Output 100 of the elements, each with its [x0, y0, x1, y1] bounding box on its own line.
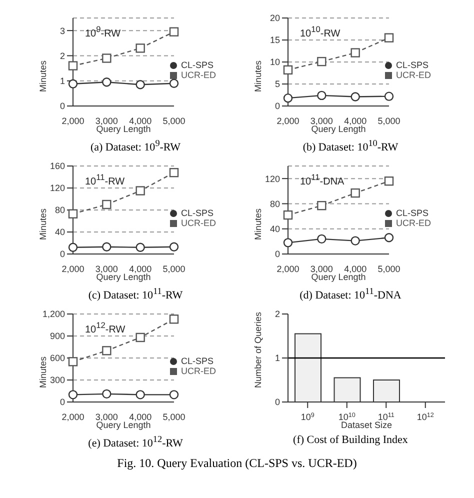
x-tick-label: 10$^{9}$	[300, 412, 315, 422]
y-tick-label: 40	[54, 227, 65, 238]
point	[169, 27, 179, 36]
point	[102, 346, 112, 356]
point	[384, 33, 394, 42]
y-tick-label: 5	[274, 79, 280, 90]
point	[384, 92, 394, 101]
x-tick-label: 3,000	[95, 116, 118, 126]
y-tick-label: 300	[50, 375, 65, 386]
x-tick-label: 5,000	[162, 264, 186, 274]
point	[102, 78, 112, 87]
y-axis-title: Minutes	[38, 208, 48, 240]
y-tick-label: 1	[60, 76, 65, 86]
x-tick-label: 2,000	[62, 264, 84, 274]
x-tick-label: 2,000	[276, 116, 300, 126]
x-tick-label: 5,000	[162, 116, 186, 126]
point	[283, 65, 293, 75]
point	[317, 234, 326, 244]
x-tick-label: 3,000	[95, 264, 118, 274]
point	[102, 200, 112, 210]
y-tick-label: 0	[60, 397, 65, 408]
legend-label: UCR-ED	[181, 218, 216, 228]
y-tick-label: 1	[274, 353, 280, 364]
y-tick-label: 2	[274, 309, 280, 320]
text: (d) Dataset: 10$^{11}$-DNA	[298, 286, 402, 302]
point	[169, 242, 179, 252]
y-tick-label: 0	[274, 101, 280, 112]
y-tick-label: 160	[50, 161, 65, 172]
point	[136, 186, 145, 196]
legend-label: CL-SPS	[181, 60, 214, 70]
y-tick-label: 600	[50, 353, 65, 364]
point	[350, 188, 360, 198]
y-tick-label: 120	[264, 174, 280, 184]
y-tick-label: 40	[270, 224, 280, 234]
legend-label: UCR-ED	[181, 366, 216, 376]
y-axis-title: Minutes	[38, 60, 48, 92]
text: (e) Dataset: 10$^{12}$-RW	[87, 434, 184, 450]
x-tick-label: 2,000	[62, 116, 84, 126]
caption: Fig. 10. Query Evaluation (CL-SPS vs. UCR-ED)	[116, 456, 358, 471]
point	[68, 209, 78, 218]
point	[68, 242, 78, 252]
y-tick-label: 15	[270, 35, 280, 46]
y-tick-label: 0	[274, 249, 280, 260]
x-axis-title: Query Length	[311, 272, 366, 282]
y-tick-label: 80	[54, 205, 65, 216]
y-tick-label: 0	[60, 101, 65, 112]
annotation: 10$^{11}$-RW	[85, 172, 125, 188]
y-tick-label: 1,200	[42, 309, 65, 320]
legend-label: UCR-ED	[396, 218, 431, 228]
legend-label: UCR-ED	[181, 70, 216, 80]
y-tick-label: 20	[270, 13, 280, 24]
point	[102, 54, 112, 63]
point	[136, 80, 145, 90]
point	[68, 390, 78, 400]
point	[169, 78, 179, 88]
y-tick-label: 900	[50, 331, 65, 342]
point	[169, 390, 179, 400]
x-axis-title: Query Length	[96, 124, 151, 134]
legend-label: CL-SPS	[181, 208, 214, 218]
x-tick-label: 10$^{11}$	[378, 412, 395, 422]
x-tick-label: 3,000	[310, 264, 333, 274]
point	[317, 56, 326, 66]
point	[384, 176, 394, 186]
x-tick-label: 3,000	[95, 412, 118, 422]
legend-label: CL-SPS	[181, 356, 214, 366]
y-tick-label: 0	[60, 249, 65, 260]
x-tick-label: 4,000	[344, 116, 367, 126]
x-tick-label: 5,000	[378, 116, 400, 126]
point	[136, 390, 145, 400]
x-axis-title: Query Length	[311, 124, 366, 134]
y-tick-label: 3	[60, 26, 65, 36]
x-axis-title: Dataset Size	[340, 420, 392, 430]
point	[169, 314, 179, 324]
x-tick-label: 4,000	[344, 264, 367, 274]
annotation: 10$^{10}$-RW	[300, 24, 340, 40]
x-tick-label: 4,000	[129, 412, 152, 422]
text: (a) Dataset: 10$^{9}$-RW	[89, 138, 182, 154]
text: (c) Dataset: 10$^{11}$-RW	[87, 286, 184, 302]
y-tick-label: 2	[60, 50, 65, 61]
point	[68, 357, 78, 366]
x-tick-label: 10$^{12}$	[416, 412, 434, 422]
annotation: 10$^{12}$-RW	[85, 320, 126, 336]
point	[136, 44, 145, 53]
x-tick-label: 2,000	[276, 264, 300, 274]
point	[68, 61, 78, 70]
x-tick-label: 5,000	[162, 412, 186, 422]
y-axis-title: Minutes	[38, 356, 48, 388]
text: (b) Dataset: 10$^{10}$-RW	[302, 138, 400, 154]
point	[350, 236, 360, 246]
point	[283, 210, 293, 220]
point	[317, 90, 326, 100]
point	[136, 242, 145, 252]
y-tick-label: 0	[274, 397, 280, 408]
x-tick-label: 4,000	[129, 116, 152, 126]
point	[102, 242, 112, 252]
legend-label: CL-SPS	[396, 208, 429, 218]
point	[136, 332, 145, 342]
y-axis-title: Minutes	[253, 208, 264, 240]
x-axis-title: Query Length	[96, 272, 151, 282]
legend-label: CL-SPS	[396, 60, 429, 70]
